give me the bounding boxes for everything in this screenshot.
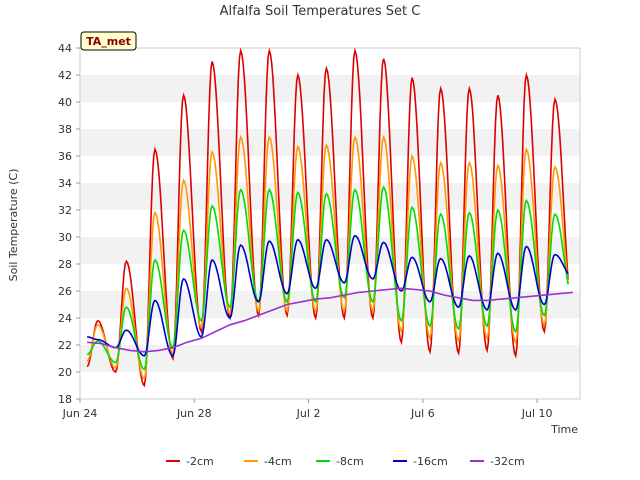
badge-box xyxy=(80,31,137,51)
legend-label: -8cm xyxy=(336,455,364,468)
y-tick-label: 20 xyxy=(58,366,72,379)
x-tick-label: Jun 28 xyxy=(176,407,212,420)
series-line-minus-2cm xyxy=(86,47,569,388)
x-tick-label: Jul 2 xyxy=(296,407,321,420)
x-tick-label: Jul 10 xyxy=(521,407,553,420)
y-tick-label: 22 xyxy=(58,339,72,352)
y-tick-label: 30 xyxy=(58,231,72,244)
x-tick-label: Jul 6 xyxy=(410,407,435,420)
series-line-minus-32cm xyxy=(87,287,573,353)
series-line-minus-16cm xyxy=(87,234,569,357)
y-tick-label: 34 xyxy=(58,177,72,190)
y-tick-label: 40 xyxy=(58,96,72,109)
y-tick-label: 44 xyxy=(58,42,72,55)
legend-label: -4cm xyxy=(264,455,292,468)
y-tick-label: 32 xyxy=(58,204,72,217)
badge: TA_met xyxy=(80,31,137,51)
y-tick-label: 42 xyxy=(58,69,72,82)
y-tick-label: 36 xyxy=(58,150,72,163)
y-tick-label: 18 xyxy=(58,393,72,406)
y-axis-label: Soil Temperature (C) xyxy=(7,169,20,282)
series-line-minus-8cm xyxy=(86,185,569,371)
y-tick-label: 24 xyxy=(58,312,72,325)
legend-label: -32cm xyxy=(490,455,525,468)
chart-title: Alfalfa Soil Temperatures Set C xyxy=(220,4,421,19)
x-tick-label: Jun 24 xyxy=(62,407,98,420)
series-lines xyxy=(86,47,573,388)
legend-label: -2cm xyxy=(186,455,214,468)
grid-band xyxy=(80,129,580,156)
badge-label: TA_met xyxy=(86,35,131,48)
y-tick-label: 38 xyxy=(58,123,72,136)
grid-band xyxy=(80,345,580,372)
y-axis: 18 20 22 24 26 28 30 32 34 36 38 40 42 44 xyxy=(58,42,80,406)
y-tick-label: 28 xyxy=(58,258,72,271)
grid-band xyxy=(80,291,580,318)
x-axis-label: Time xyxy=(550,423,578,436)
legend: -2cm -4cm -8cm -16cm -32cm xyxy=(166,455,525,468)
plot-frame xyxy=(79,47,581,400)
legend-label: -16cm xyxy=(413,455,448,468)
y-tick-label: 26 xyxy=(58,285,72,298)
x-axis: Jun 24 Jun 28 Jul 2 Jul 6 Jul 10 xyxy=(62,399,553,420)
